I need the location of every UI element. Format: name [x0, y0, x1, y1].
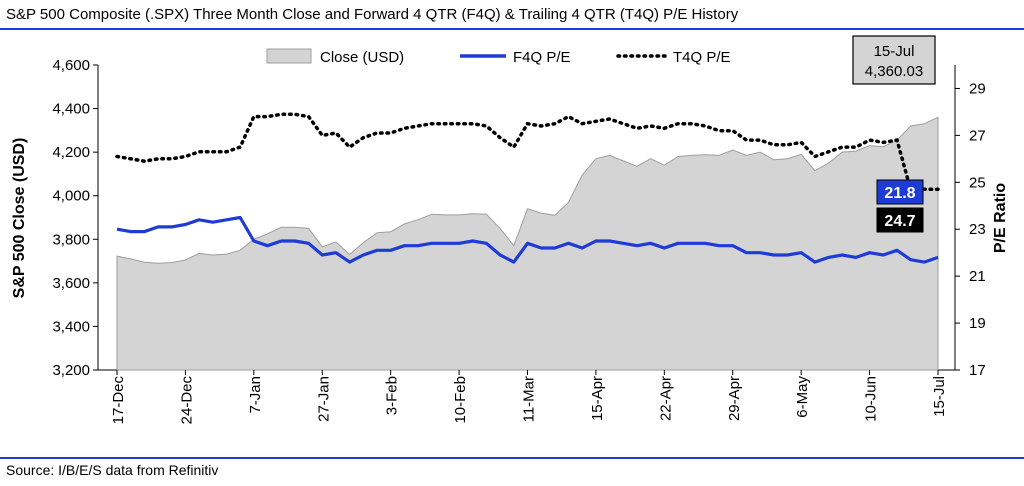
- y-tick-label: 4,600: [52, 57, 90, 74]
- legend-swatch-close: [266, 48, 312, 64]
- x-tick-label: 10-Jun: [863, 376, 880, 422]
- y-axis-title: S&P 500 Close (USD): [11, 138, 28, 299]
- series-t4q-line: [115, 112, 940, 192]
- y2-tick-label: 25: [969, 174, 986, 191]
- y2-tick-label: 29: [969, 80, 986, 97]
- f4q-end-label-box: [876, 179, 924, 205]
- f4q-end-label: 21.8: [876, 179, 924, 205]
- y2-tick-label: 19: [969, 315, 986, 332]
- chart-title: S&P 500 Composite (.SPX) Three Month Clo…: [6, 6, 739, 23]
- y2-tick-label: 27: [969, 127, 986, 144]
- y-tick-label: 3,400: [52, 318, 90, 335]
- y-tick-label: 4,200: [52, 144, 90, 161]
- date-callout-value: 4,360.03: [865, 63, 923, 80]
- date-callout-date: 15-Jul: [874, 43, 915, 60]
- date-callout-box: [852, 35, 936, 85]
- x-tick-label: 3-Feb: [384, 376, 401, 415]
- x-tick-label: 11-Mar: [521, 376, 538, 422]
- t4q-end-label: 24.7: [876, 207, 924, 233]
- legend: Close (USD) F4Q P/E T4Q P/E: [266, 48, 731, 66]
- y-tick-label: 3,800: [52, 231, 90, 248]
- title-rule: [0, 28, 1024, 30]
- x-tick-label: 22-Apr: [657, 376, 674, 421]
- y2-tick-label: 21: [969, 268, 986, 285]
- series-f4q-line: [116, 215, 939, 264]
- legend-label-f4q: F4Q P/E: [513, 49, 571, 66]
- t4q-end-label-box: [876, 207, 924, 233]
- x-tick-label: 10-Feb: [452, 376, 469, 424]
- x-tick-label: 24-Dec: [178, 376, 195, 425]
- x-tick-label: 17-Dec: [110, 376, 127, 425]
- date-callout: 15-Jul 4,360.03: [852, 35, 936, 85]
- y2-axis-title: P/E Ratio: [992, 183, 1009, 253]
- footer-rule: [0, 457, 1024, 459]
- t4q-end-label-text: 24.7: [884, 213, 915, 230]
- x-tick-label: 15-Jul: [931, 376, 948, 417]
- y-tick-label: 4,000: [52, 188, 90, 205]
- legend-label-t4q: T4Q P/E: [673, 49, 731, 66]
- x-tick-label: 29-Apr: [726, 376, 743, 421]
- f4q-end-label-text: 21.8: [884, 185, 915, 202]
- x-tick-label: 15-Apr: [589, 376, 606, 421]
- y-tick-label: 3,200: [52, 362, 90, 379]
- y-tick-label: 4,400: [52, 101, 90, 118]
- y-tick-label: 3,600: [52, 275, 90, 292]
- legend-label-close: Close (USD): [320, 49, 404, 66]
- source-note: Source: I/B/E/S data from Refinitiv: [6, 462, 219, 478]
- x-tick-label: 27-Jan: [315, 376, 332, 422]
- x-tick-label: 7-Jan: [247, 376, 264, 414]
- y2-tick-label: 17: [969, 362, 986, 379]
- y2-tick-label: 23: [969, 221, 986, 238]
- x-tick-label: 6-May: [794, 376, 811, 418]
